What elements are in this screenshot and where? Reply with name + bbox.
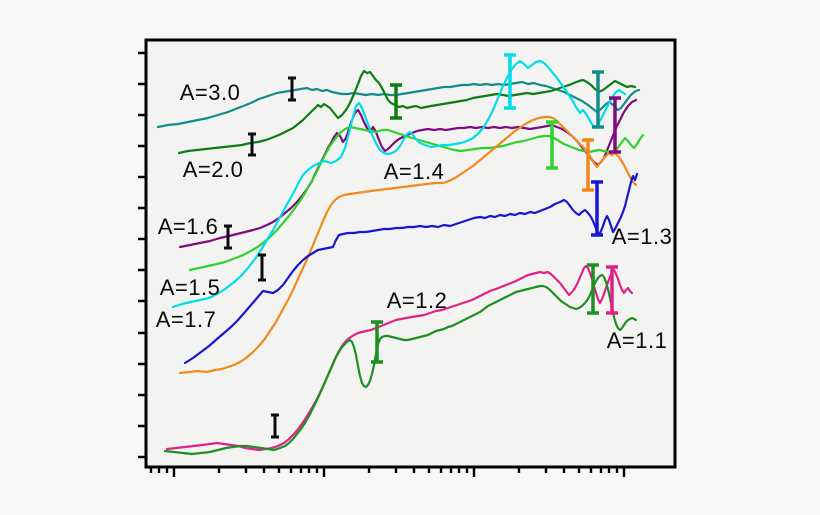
error-bar-A=1.2-4 [271, 413, 279, 439]
error-bar-A=1.3-11 [591, 180, 603, 237]
axis-ticks [138, 51, 626, 477]
plot-area [146, 40, 675, 467]
error-bar-A=2.0-1 [248, 132, 256, 157]
curve-label-a1.3: A=1.3 [611, 224, 673, 249]
error-bar-A=1.7-6 [504, 53, 516, 110]
curve-label-a1.5: A=1.5 [159, 275, 221, 300]
curve-label-a1.6: A=1.6 [157, 214, 219, 239]
series-line-A=1.3 [183, 172, 639, 365]
error-bar-A=1.4-10 [582, 138, 594, 192]
curve-label-a3.0: A=3.0 [179, 80, 241, 105]
error-bar-A=1.5-7 [546, 120, 558, 170]
error-bar-A=3.0-0 [288, 76, 296, 102]
series-line-A=1.2 [165, 264, 634, 452]
error-bar-A=1.5-3 [258, 253, 266, 282]
error-bar-A=2.0-5 [390, 83, 402, 120]
error-bar-A=1.2-14 [606, 265, 618, 315]
series-line-A=1.4 [178, 115, 638, 375]
curve-label-a2.0: A=2.0 [182, 157, 244, 182]
error-bar-A=1.6-2 [224, 224, 232, 250]
curve-label-a1.7: A=1.7 [155, 307, 217, 332]
plot-frame [144, 38, 677, 469]
series-line-A=2.0 [177, 69, 637, 155]
error-bar-A=3.0-8 [592, 70, 604, 129]
error-bar-A=1.6-9 [609, 96, 621, 154]
curve-label-a1.2: A=1.2 [386, 288, 448, 313]
error-bar-A=1.1-13 [587, 263, 599, 315]
error-bar-A=1.1-12 [371, 320, 383, 364]
curve-label-a1.4: A=1.4 [383, 159, 445, 184]
series-line-A=1.7 [171, 59, 627, 309]
curve-label-a1.1: A=1.1 [606, 328, 668, 353]
